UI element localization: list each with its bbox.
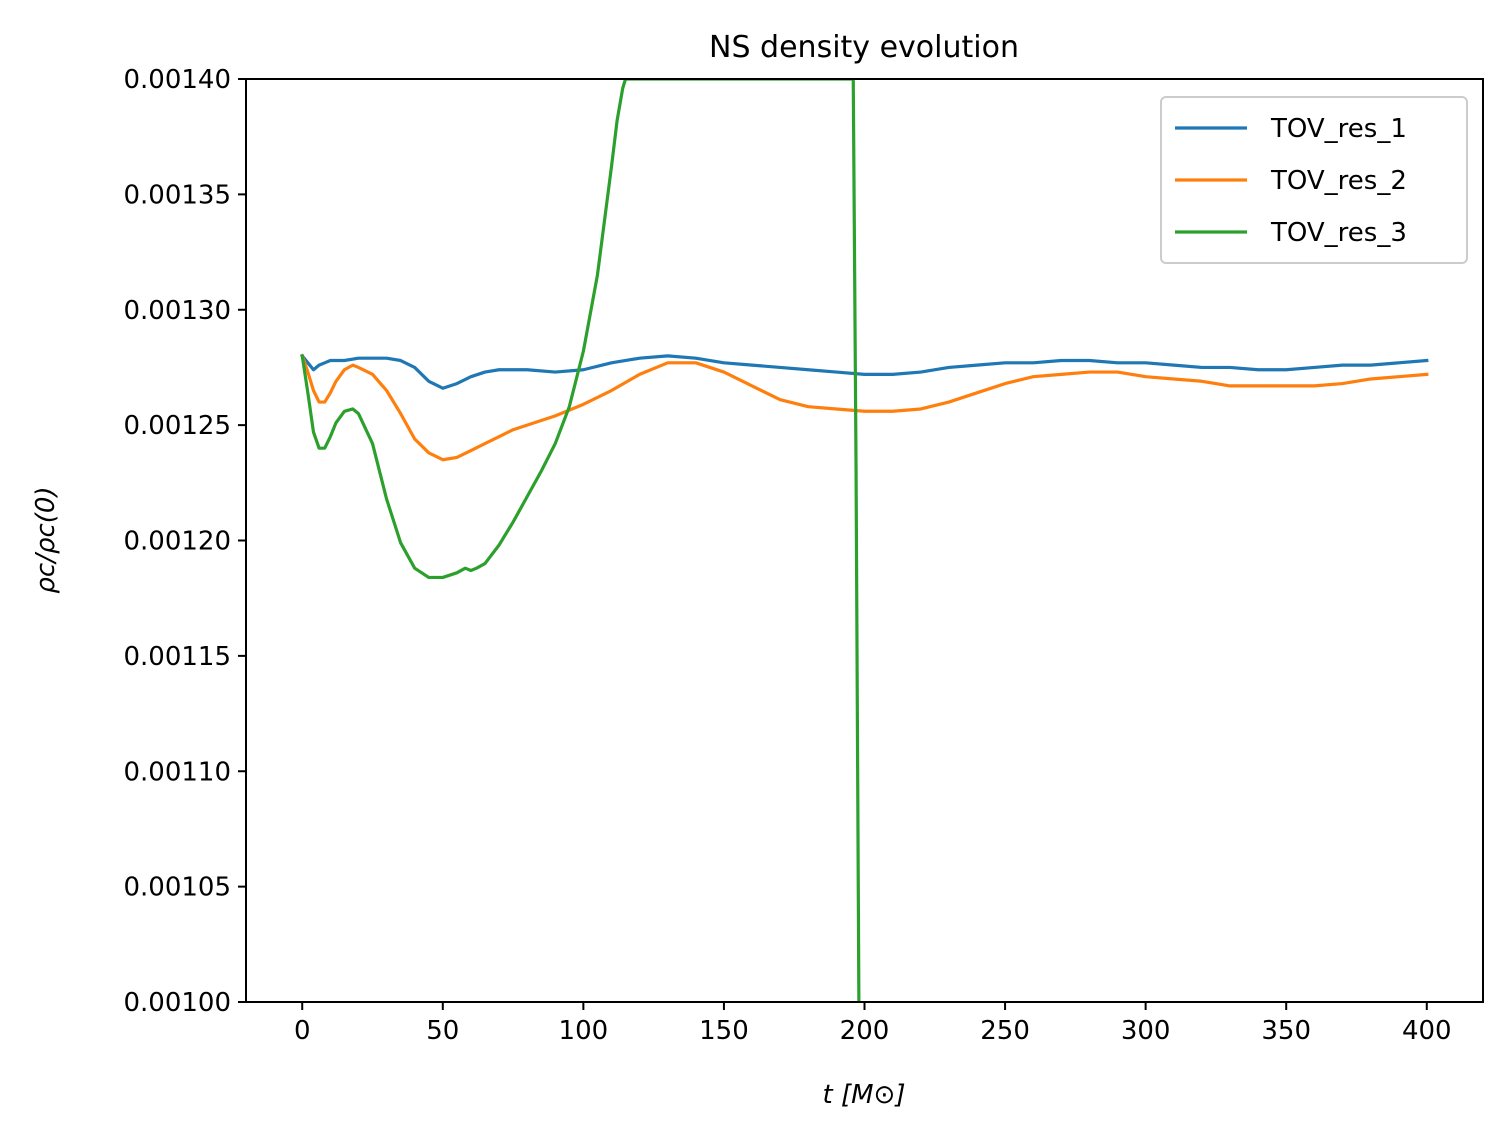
- x-tick-label: 0: [294, 1016, 311, 1046]
- y-tick-label: 0.00135: [123, 180, 231, 210]
- y-tick-label: 0.00130: [123, 296, 231, 326]
- x-tick-label: 200: [840, 1016, 890, 1046]
- legend: TOV_res_1 TOV_res_2 TOV_res_3: [1160, 96, 1468, 264]
- x-tick-label: 350: [1261, 1016, 1311, 1046]
- x-tick-label: 150: [699, 1016, 749, 1046]
- x-tick-label: 100: [559, 1016, 609, 1046]
- legend-frame: [1160, 96, 1468, 264]
- y-axis-label-text: ρc/ρc(0): [31, 486, 61, 593]
- series-line-2: [300, 353, 1429, 462]
- y-tick-label: 0.00120: [123, 527, 231, 557]
- series-line-1: [299, 353, 1429, 390]
- y-tick-label: 0.00100: [123, 988, 231, 1018]
- y-tick-label: 0.00105: [123, 873, 231, 903]
- legend-label-1: TOV_res_1: [1270, 114, 1407, 144]
- y-tick-label: 0.00125: [123, 411, 231, 441]
- y-axis-ticks: 0.00100 0.00105 0.00110 0.00115 0.00120 0.001…: [123, 65, 246, 1018]
- x-tick-label: 50: [426, 1016, 459, 1046]
- x-axis-label-text: t [M⊙]: [823, 1080, 906, 1110]
- y-tick-label: 0.00115: [123, 642, 231, 672]
- x-tick-label: 300: [1121, 1016, 1171, 1046]
- legend-label-3: TOV_res_3: [1270, 218, 1407, 248]
- series-layer: [299, 79, 1429, 1002]
- y-tick-label: 0.00140: [123, 65, 231, 95]
- y-axis-label: ρc/ρc(0): [31, 486, 61, 593]
- series-line-3: [300, 79, 861, 1002]
- legend-label-2: TOV_res_2: [1270, 166, 1407, 196]
- chart-title: NS density evolution: [709, 30, 1019, 65]
- x-tick-label: 250: [980, 1016, 1030, 1046]
- x-tick-label: 400: [1402, 1016, 1452, 1046]
- x-axis-ticks: 0 50 100 150 200 250 300 350 400: [294, 1002, 1452, 1046]
- x-axis-label: t [M⊙]: [823, 1080, 906, 1110]
- y-tick-label: 0.00110: [123, 757, 231, 787]
